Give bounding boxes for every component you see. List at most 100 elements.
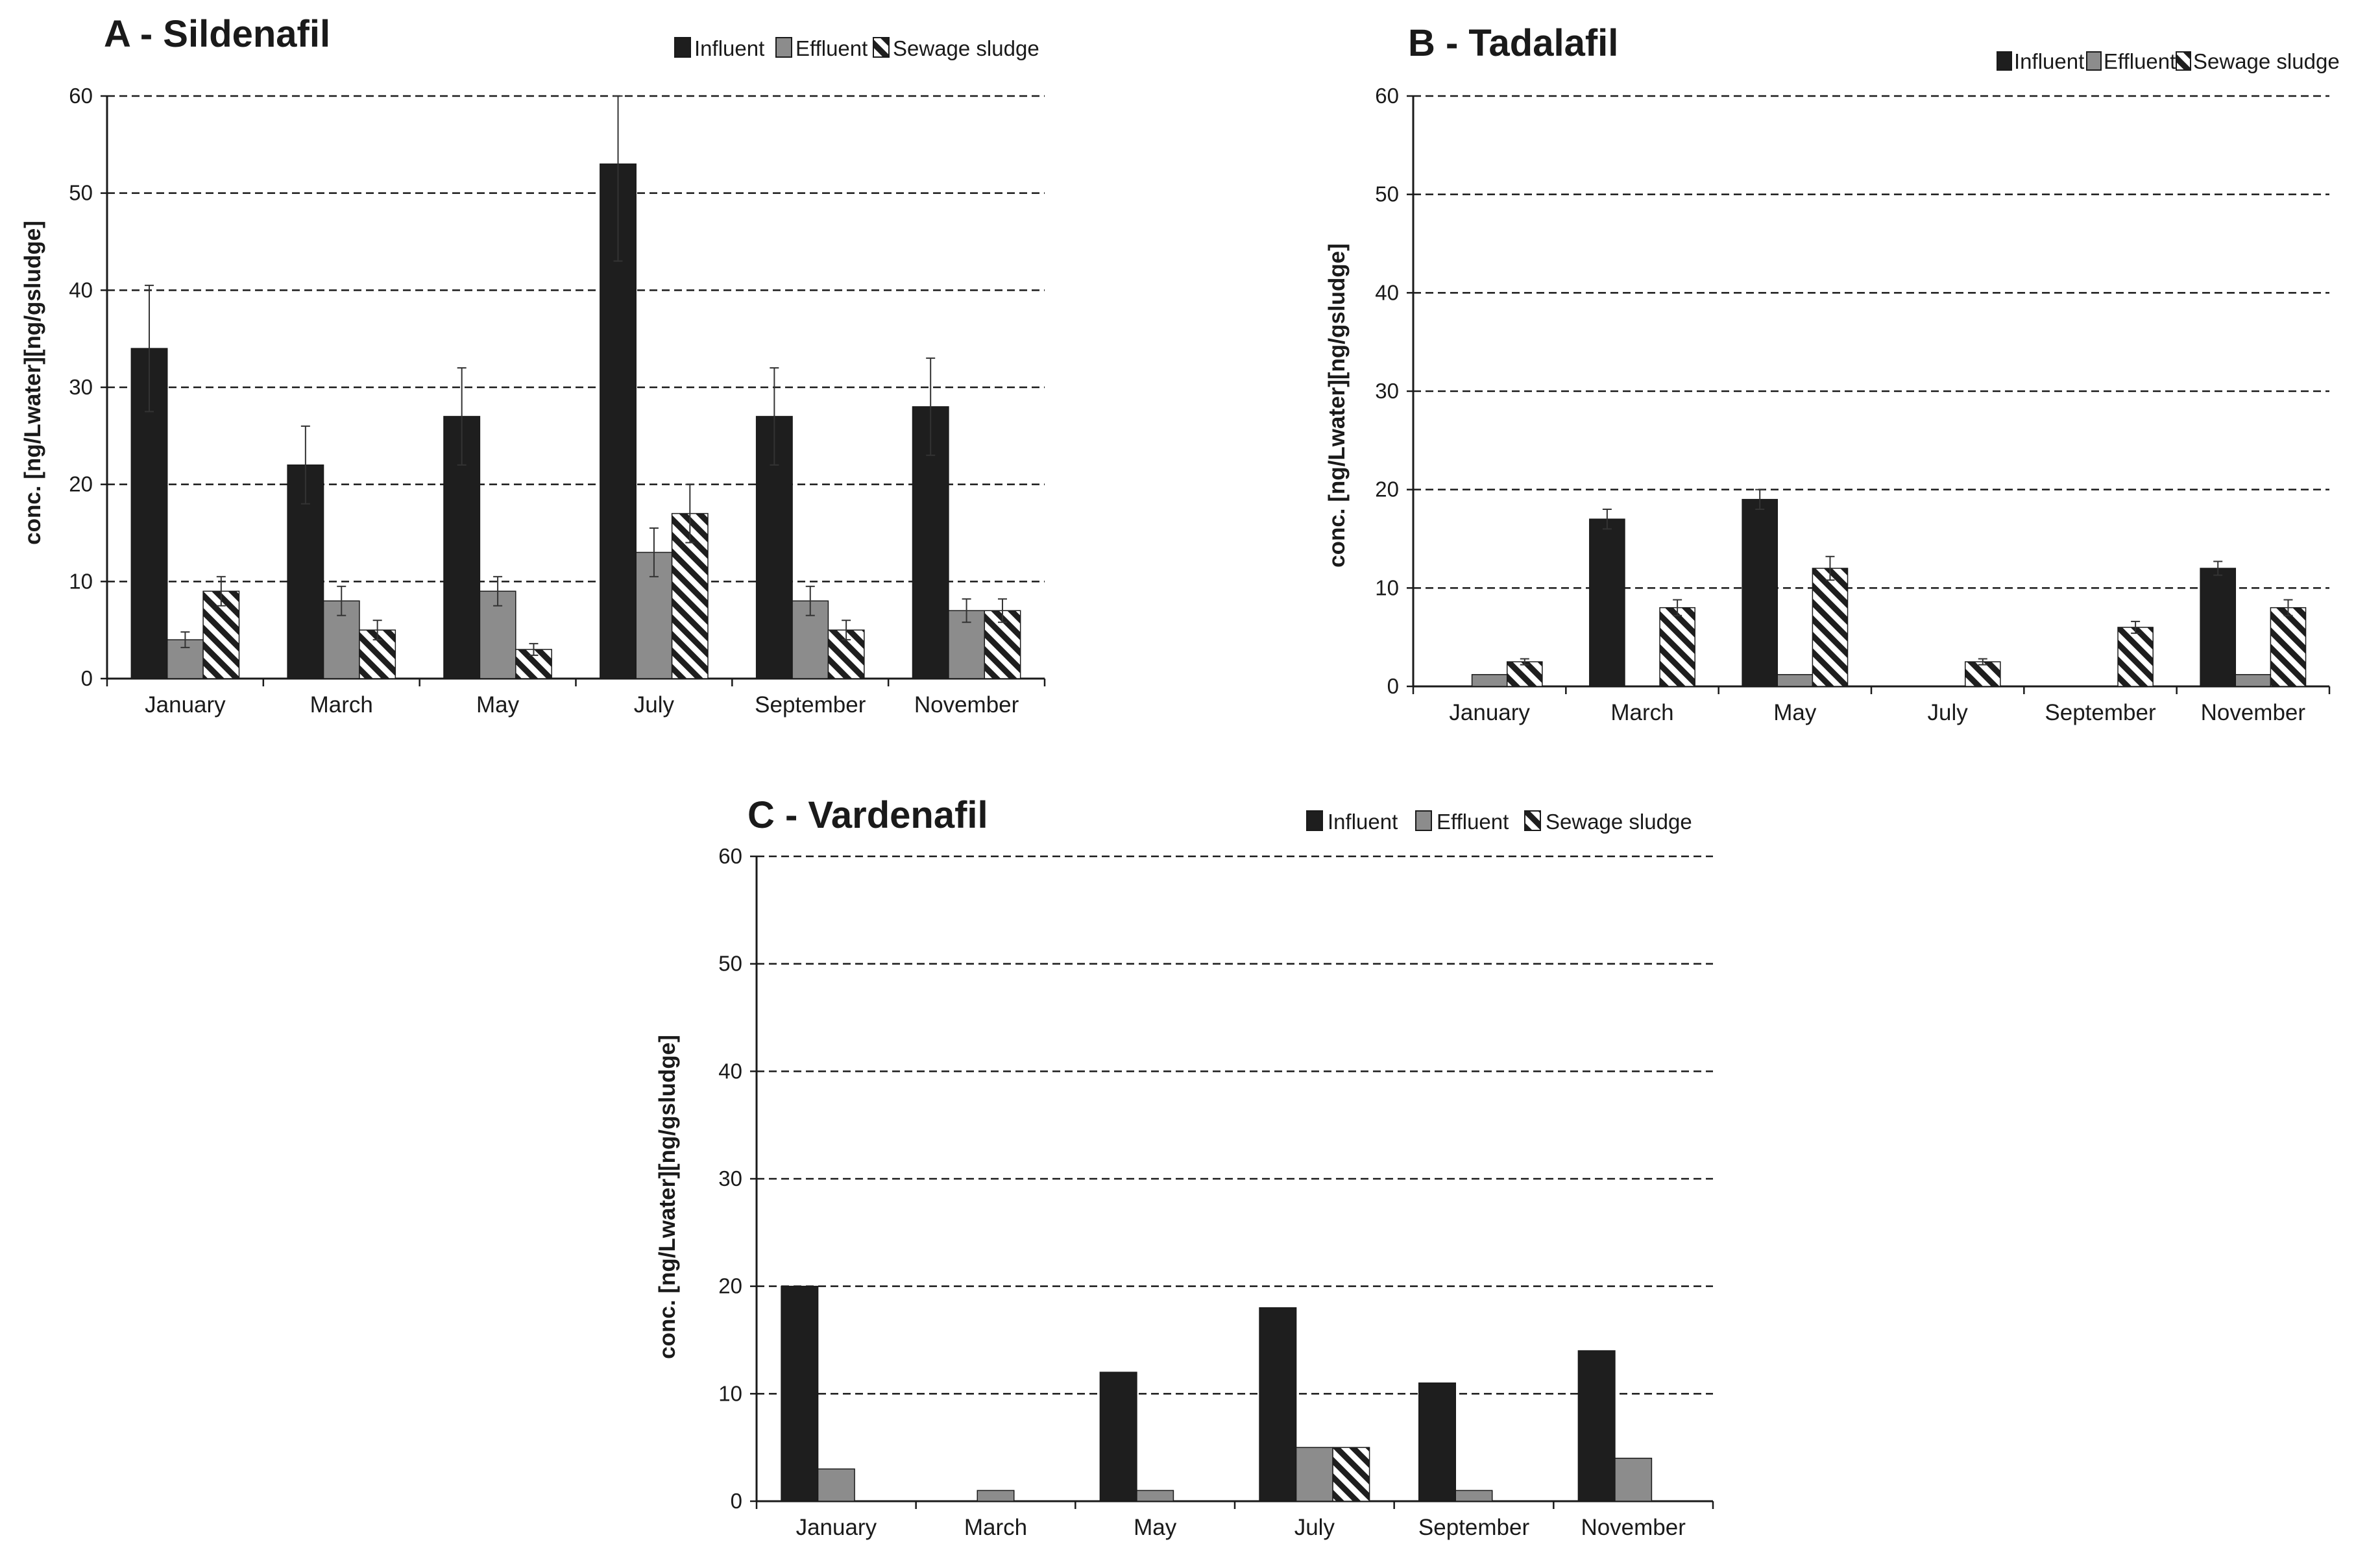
- bar-influent-march: [1589, 518, 1625, 687]
- legend-sludge-swatch: [873, 37, 890, 58]
- sildenafil-title: A - Sildenafil: [104, 13, 330, 55]
- error-bar: [2283, 599, 2293, 616]
- x-category-label: March: [310, 692, 373, 718]
- y-tick-label: 30: [69, 375, 93, 399]
- x-category-label: September: [1418, 1515, 1530, 1540]
- bar-sludge-july: [1964, 661, 2001, 687]
- error-bar: [1755, 489, 1765, 510]
- error-bar: [613, 95, 623, 262]
- tadalafil-title: B - Tadalafil: [1408, 22, 1618, 64]
- y-tick-label: 0: [81, 666, 93, 690]
- vardenafil-panel: C - Vardenafil Influent Effluent Sewage …: [655, 794, 1714, 1540]
- bar-sludge-march: [359, 629, 396, 679]
- vardenafil-legend: Influent Effluent Sewage sludge: [1306, 810, 1692, 834]
- x-category-label: January: [1449, 700, 1530, 725]
- x-category-label: November: [1581, 1515, 1686, 1540]
- legend-effluent-label: Effluent: [1437, 810, 1509, 834]
- y-tick-label: 20: [69, 472, 93, 496]
- legend-sludge-label: Sewage sludge: [1546, 810, 1692, 834]
- error-bar: [493, 575, 503, 607]
- error-bar: [1673, 599, 1682, 616]
- bar-influent-may: [1099, 1371, 1137, 1502]
- y-tick-label: 10: [1375, 575, 1399, 599]
- x-category-label: January: [796, 1515, 877, 1540]
- x-category-label: March: [1610, 700, 1673, 725]
- bar-sludge-november: [2270, 607, 2307, 687]
- error-bar: [300, 425, 310, 505]
- bar-effluent-january: [817, 1468, 855, 1502]
- x-category-label: July: [1294, 1515, 1335, 1540]
- error-bar: [372, 620, 382, 641]
- x-category-label: September: [755, 692, 866, 718]
- legend-effluent-label: Effluent: [795, 36, 868, 60]
- error-bar: [180, 631, 190, 649]
- y-tick-label: 10: [69, 569, 93, 593]
- x-category-label: March: [964, 1515, 1027, 1540]
- bar-sludge-march: [1659, 607, 1695, 687]
- bar-effluent-january: [1471, 674, 1508, 687]
- tadalafil-panel: B - Tadalafil Influent Effluent Sewage s…: [1324, 22, 2340, 725]
- legend-influent-swatch: [674, 37, 691, 58]
- error-bar: [1978, 658, 1987, 666]
- x-category-label: July: [634, 692, 675, 718]
- x-category-label: September: [2045, 700, 2156, 725]
- tadalafil-y-axis-label: conc. [ng/Lwater][ng/gsludge]: [1324, 243, 1350, 568]
- error-bar: [962, 598, 971, 623]
- y-tick-label: 40: [718, 1059, 742, 1083]
- error-bar: [337, 585, 346, 616]
- bar-sludge-september: [2117, 627, 2154, 687]
- error-bar: [2213, 561, 2223, 576]
- bar-influent-september: [1418, 1382, 1456, 1502]
- error-bar: [649, 527, 659, 577]
- bar-effluent-may: [1136, 1490, 1174, 1502]
- bar-influent-july: [1259, 1307, 1297, 1502]
- y-tick-label: 60: [718, 844, 742, 868]
- error-bar: [145, 284, 154, 413]
- sildenafil-panel: A - Sildenafil Influent Effluent Sewage …: [20, 13, 1046, 718]
- legend-influent-label: Influent: [694, 36, 764, 60]
- y-tick-label: 50: [718, 952, 742, 976]
- sildenafil-y-axis-label: conc. [ng/Lwater][ng/gsludge]: [20, 221, 45, 545]
- error-bar: [926, 357, 936, 456]
- bar-influent-may: [1742, 499, 1779, 687]
- error-bar: [1520, 658, 1529, 666]
- y-tick-label: 60: [69, 84, 93, 108]
- legend-effluent-label: Effluent: [2104, 49, 2176, 73]
- bar-sludge-july: [1332, 1447, 1370, 1502]
- tadalafil-plot: 0 10 20 30 40 50 60 January March May July Septembe…: [1375, 84, 2331, 725]
- y-tick-label: 50: [69, 181, 93, 205]
- bar-influent-november: [2200, 568, 2237, 687]
- bar-effluent-may: [1777, 674, 1814, 687]
- bar-effluent-november: [1614, 1457, 1653, 1502]
- sildenafil-plot: 0 10 20 30 40 50 60 January March May July Septembe…: [69, 84, 1046, 718]
- y-tick-label: 0: [731, 1489, 742, 1513]
- sildenafil-legend: Influent Effluent Sewage sludge: [674, 36, 1039, 60]
- legend-sludge-swatch: [1524, 810, 1541, 831]
- y-tick-label: 30: [718, 1166, 742, 1190]
- y-tick-label: 30: [1375, 379, 1399, 403]
- x-category-label: May: [1773, 700, 1817, 725]
- error-bar: [2131, 620, 2141, 634]
- error-bar: [842, 620, 851, 641]
- legend-influent-label: Influent: [2014, 49, 2084, 73]
- error-bar: [997, 598, 1007, 623]
- bar-effluent-september: [1455, 1490, 1493, 1502]
- x-category-label: November: [2201, 700, 2306, 725]
- bar-influent-november: [1577, 1350, 1616, 1502]
- error-bar: [216, 575, 226, 607]
- y-tick-label: 40: [1375, 280, 1399, 304]
- x-category-label: July: [1928, 700, 1969, 725]
- vardenafil-y-axis-label: conc. [ng/Lwater][ng/gsludge]: [655, 1035, 680, 1359]
- tadalafil-legend: Influent Effluent Sewage sludge: [1997, 49, 2340, 73]
- bar-sludge-january: [202, 590, 240, 679]
- error-bar: [805, 585, 815, 616]
- bar-effluent-november: [2235, 674, 2272, 687]
- error-bar: [1825, 555, 1835, 581]
- legend-influent-swatch: [1997, 51, 2012, 71]
- y-tick-label: 0: [1387, 674, 1399, 698]
- error-bar: [1602, 509, 1612, 530]
- legend-effluent-swatch: [2086, 51, 2102, 71]
- y-tick-label: 20: [718, 1274, 742, 1298]
- x-category-label: May: [1134, 1515, 1177, 1540]
